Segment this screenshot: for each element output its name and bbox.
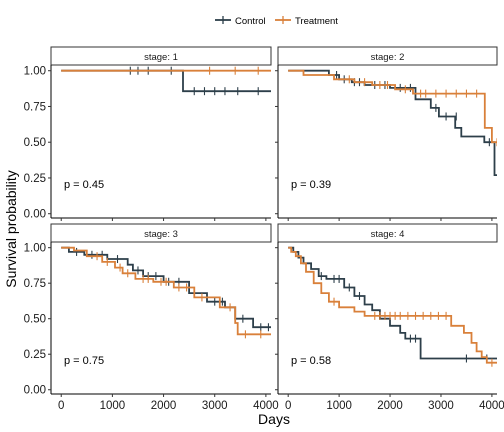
y-tick-label: 1.00 [24, 66, 46, 78]
y-tick-label: 1.00 [24, 243, 46, 255]
x-tick-label: 4000 [479, 400, 504, 412]
plot-area-stage-1: 0.00 0.25 0.50 0.75 1.00 [24, 65, 271, 221]
survival-curve-treatment [288, 246, 497, 364]
legend-treatment-label: Treatment [295, 16, 338, 27]
legend-control-label: Control [235, 16, 266, 27]
curves [288, 69, 497, 176]
survival-curve-control [288, 246, 497, 360]
strip-label-stage-2: stage: 2 [371, 52, 405, 63]
y-axis-title: Survival probability [3, 170, 19, 288]
plot-area-stage-3: 0.00 0.25 0.50 0.75 1.00 0 1000 2000 3000 4000 [24, 242, 279, 412]
panel-stage-1: stage: 1 0.00 0.25 0.50 0.75 1.00 p = 0.45 [24, 46, 272, 221]
strip-stage-2 [277, 46, 498, 66]
y-tick-label: 0.25 [24, 173, 46, 185]
x-tick-label: 2000 [377, 400, 403, 412]
y-tick-label: 0.00 [24, 385, 46, 397]
curves [288, 246, 497, 367]
x-tick-label: 1000 [100, 400, 126, 412]
pvalue-stage-2: p = 0.39 [291, 179, 331, 191]
curves [61, 246, 271, 339]
pvalue-stage-3: p = 0.75 [64, 355, 104, 367]
y-tick-label: 0.25 [24, 349, 46, 361]
survival-curve-treatment [288, 69, 497, 144]
x-tick-label: 2000 [151, 400, 177, 412]
x-tick-label: 1000 [326, 400, 352, 412]
panel-stage-3: stage: 3 0.00 0.25 0.50 0.75 1.00 0 1000 2000 30… [24, 223, 279, 412]
strip-stage-1 [50, 46, 272, 66]
pvalue-stage-4: p = 0.58 [291, 355, 331, 367]
plot-area-stage-2 [275, 65, 497, 221]
x-tick-label: 3000 [428, 400, 454, 412]
strip-stage-4 [277, 223, 498, 243]
strip-label-stage-3: stage: 3 [144, 229, 178, 240]
legend: Control Treatment [215, 16, 338, 27]
survival-curve-treatment [61, 246, 271, 336]
panel-stage-2: stage: 2 p = 0.39 [275, 46, 498, 221]
strip-label-stage-4: stage: 4 [371, 229, 405, 240]
y-tick-label: 0.50 [24, 314, 46, 326]
strip-stage-3 [50, 223, 272, 243]
x-tick-label: 0 [285, 400, 291, 412]
x-tick-label: 0 [58, 400, 64, 412]
x-tick-label: 3000 [202, 400, 228, 412]
pvalue-stage-1: p = 0.45 [64, 179, 104, 191]
curves [61, 66, 271, 96]
x-axis-title: Days [258, 411, 290, 427]
panel-stage-4: stage: 4 0 1000 2000 3000 4000 p = 0.58 [275, 223, 504, 412]
y-tick-label: 0.75 [24, 278, 46, 290]
y-tick-label: 0.50 [24, 137, 46, 149]
y-tick-label: 0.75 [24, 101, 46, 113]
x-tick-label: 4000 [253, 400, 279, 412]
plot-area-stage-4: 0 1000 2000 3000 4000 [275, 242, 504, 412]
y-tick-label: 0.00 [24, 209, 46, 221]
strip-label-stage-1: stage: 1 [144, 52, 178, 63]
